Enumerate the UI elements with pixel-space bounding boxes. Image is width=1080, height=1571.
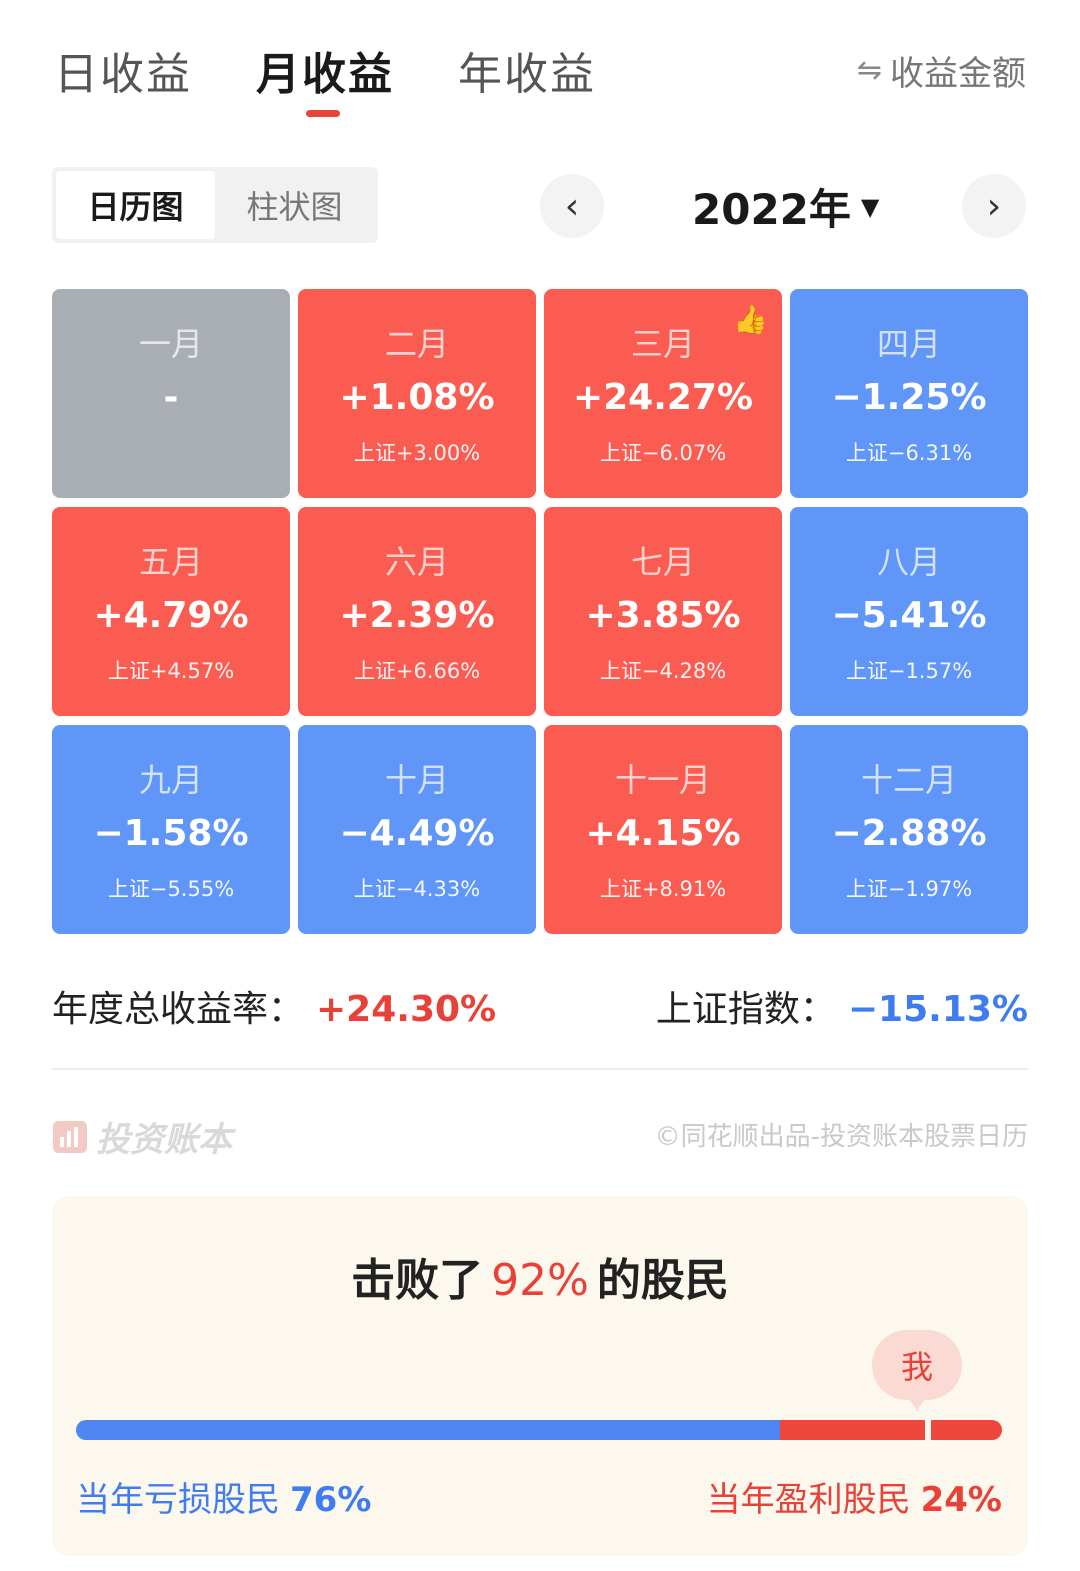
beat-investors-card: 击败了 92% 的股民 我 当年亏损股民 76% 当年盈利股民 24% (52, 1196, 1028, 1556)
annual-return-row: 年度总收益率： +24.30% (52, 980, 496, 1032)
month-name: 八月 (876, 543, 941, 581)
month-cell-feb[interactable]: 二月 +1.08% 上证+3.00% (298, 289, 536, 498)
month-index-return: 上证−6.07% (599, 441, 727, 465)
month-return: - (163, 377, 179, 418)
month-return: −2.88% (831, 813, 987, 854)
index-return-label: 上证指数： (655, 989, 836, 1030)
month-name: 二月 (384, 325, 449, 363)
month-name: 七月 (630, 543, 695, 581)
month-index-return: 上证−1.97% (845, 877, 973, 901)
me-marker-pointer (908, 1398, 926, 1410)
view-switch: 日历图 柱状图 (52, 167, 378, 243)
month-cell-jan[interactable]: 一月 - (52, 289, 290, 498)
annual-return-label: 年度总收益率： (52, 989, 305, 1030)
me-position-marker (924, 1410, 931, 1450)
month-cell-sep[interactable]: 九月 −1.58% 上证−5.55% (52, 725, 290, 934)
gain-label: 当年盈利股民 (706, 1480, 911, 1520)
month-name: 十二月 (860, 761, 957, 799)
month-index-return: 上证−5.55% (107, 877, 235, 901)
month-return: +2.39% (339, 595, 495, 636)
month-cell-apr[interactable]: 四月 −1.25% 上证−6.31% (790, 289, 1028, 498)
year-dropdown[interactable]: 2022年 ▼ (692, 176, 879, 237)
gain-percent: 24% (920, 1480, 1002, 1520)
month-name: 五月 (138, 543, 203, 581)
caret-down-icon: ▼ (860, 192, 880, 221)
month-cell-may[interactable]: 五月 +4.79% 上证+4.57% (52, 507, 290, 716)
month-index-return: 上证−6.31% (845, 441, 973, 465)
month-name: 三月 (630, 325, 695, 363)
month-index-return: 上证+3.00% (353, 441, 481, 465)
month-name: 九月 (138, 761, 203, 799)
month-calendar-grid: 一月 - 二月 +1.08% 上证+3.00% 👍 三月 +24.27% 上证−… (52, 289, 1029, 934)
chevron-right-icon: › (986, 185, 1002, 227)
loss-percent: 76% (290, 1480, 372, 1520)
month-name: 四月 (876, 325, 941, 363)
month-return: −4.49% (339, 813, 495, 854)
chevron-left-icon: ‹ (564, 185, 580, 227)
beat-title: 击败了 92% 的股民 (52, 1244, 1028, 1308)
ledger-logo-icon (53, 1120, 87, 1153)
loss-segment (76, 1420, 780, 1440)
toggle-amount-label: 收益金额 (890, 54, 1026, 94)
active-tab-indicator (306, 110, 340, 117)
month-cell-jul[interactable]: 七月 +3.85% 上证−4.28% (544, 507, 782, 716)
loss-label: 当年亏损股民 (76, 1480, 280, 1520)
tab-monthly-returns[interactable]: 月收益 (256, 49, 394, 100)
month-index-return: 上证−1.57% (845, 659, 973, 683)
bar-view-button[interactable]: 柱状图 (246, 188, 343, 226)
annual-return-value: +24.30% (316, 989, 497, 1030)
index-return-row: 上证指数： −15.13% (656, 980, 1028, 1032)
month-index-return: 上证−4.28% (599, 659, 727, 683)
loss-legend: 当年亏损股民 76% (76, 1472, 371, 1521)
swap-arrows-icon: ⇋ (856, 53, 882, 88)
month-cell-jun[interactable]: 六月 +2.39% 上证+6.66% (298, 507, 536, 716)
month-return: −1.58% (93, 813, 249, 854)
month-cell-nov[interactable]: 十一月 +4.15% 上证+8.91% (544, 725, 782, 934)
month-name: 一月 (138, 325, 203, 363)
annual-summary: 年度总收益率： +24.30% 上证指数： −15.13% (52, 980, 1028, 1030)
gain-segment (779, 1420, 1002, 1440)
tab-yearly-returns[interactable]: 年收益 (458, 49, 596, 100)
month-return: +4.79% (93, 595, 249, 636)
month-return: +1.08% (339, 377, 495, 418)
month-return: +3.85% (585, 595, 741, 636)
month-cell-oct[interactable]: 十月 −4.49% 上证−4.33% (298, 725, 536, 934)
me-marker-bubble: 我 (872, 1330, 962, 1400)
beat-suffix: 的股民 (596, 1255, 729, 1306)
gain-legend: 当年盈利股民 24% (707, 1472, 1002, 1521)
month-cell-dec[interactable]: 十二月 −2.88% 上证−1.97% (790, 725, 1028, 934)
calendar-view-button[interactable]: 日历图 (56, 171, 215, 239)
month-index-return: 上证+4.57% (107, 659, 235, 683)
month-return: −5.41% (831, 595, 987, 636)
month-return: −1.25% (831, 377, 987, 418)
prev-year-button[interactable]: ‹ (540, 174, 604, 238)
investor-distribution-bar (76, 1420, 1002, 1440)
brand-watermark: 投资账本 (52, 1112, 232, 1161)
next-year-button[interactable]: › (962, 174, 1026, 238)
top-tab-bar: 日收益 月收益 年收益 ⇋ 收益金额 (0, 0, 1080, 130)
brand-name: 投资账本 (96, 1120, 232, 1160)
divider (52, 1068, 1028, 1070)
toggle-amount-button[interactable]: ⇋ 收益金额 (857, 46, 1026, 95)
index-return-value: −15.13% (847, 989, 1028, 1030)
month-name: 十月 (384, 761, 449, 799)
year-label: 2022年 (692, 185, 851, 234)
tab-daily-returns[interactable]: 日收益 (54, 49, 192, 100)
month-return: +24.27% (572, 377, 754, 418)
month-index-return: 上证−4.33% (353, 877, 481, 901)
beat-prefix: 击败了 (351, 1255, 484, 1306)
month-return: +4.15% (585, 813, 741, 854)
month-cell-mar[interactable]: 👍 三月 +24.27% 上证−6.07% (544, 289, 782, 498)
month-index-return: 上证+6.66% (353, 659, 481, 683)
month-cell-aug[interactable]: 八月 −5.41% 上证−1.57% (790, 507, 1028, 716)
thumbs-up-icon: 👍 (733, 303, 768, 336)
month-index-return: 上证+8.91% (599, 877, 727, 901)
beat-percent: 92% (491, 1255, 589, 1306)
month-name: 六月 (384, 543, 449, 581)
month-name: 十一月 (614, 761, 711, 799)
copyright-text: ©同花顺出品-投资账本股票日历 (654, 1122, 1028, 1152)
